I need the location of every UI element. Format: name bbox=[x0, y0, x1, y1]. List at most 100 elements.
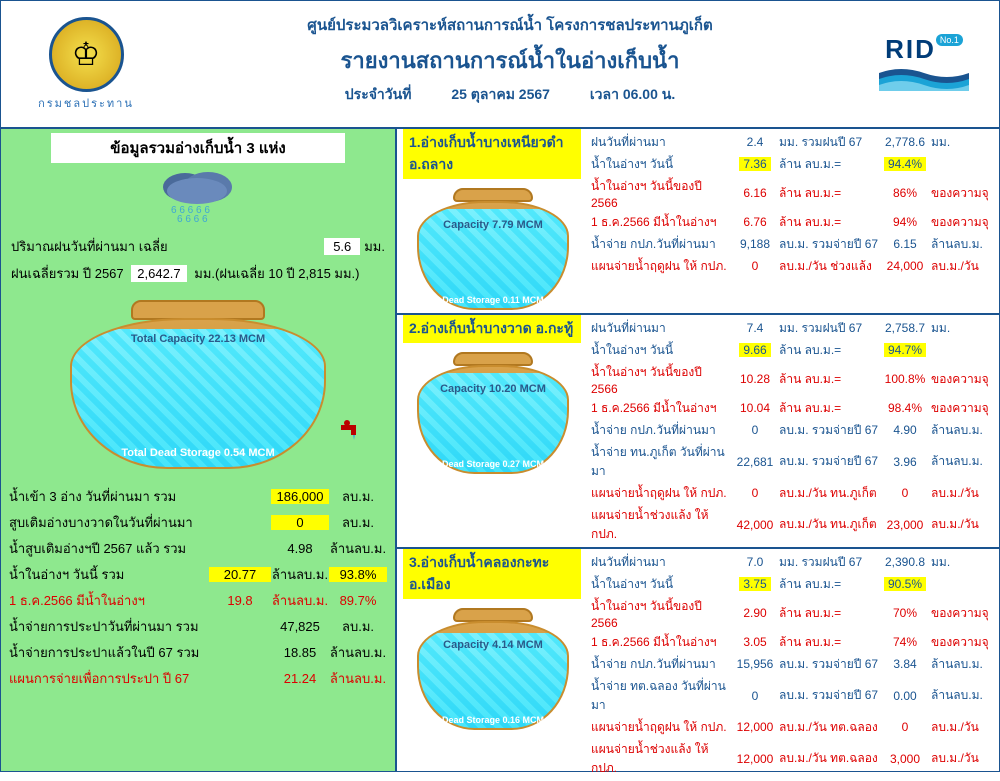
reservoirs-panel: 1.อ่างเก็บน้ำบางเหนียวดำ อ.ถลาง Capacity… bbox=[397, 129, 999, 771]
summary-row: 1 ธ.ค.2566 มีน้ำในอ่างฯ19.8ล้านลบ.ม.89.7… bbox=[9, 587, 387, 613]
row-unit: ล้านลบ.ม. bbox=[931, 686, 995, 705]
reservoir-3: 3.อ่างเก็บน้ำคลองกะทะ อ.เมือง Capacity 4… bbox=[397, 549, 999, 781]
row-v2: 2,758.7 bbox=[879, 321, 931, 335]
row-label: น้ำในอ่างฯ วันนี้ bbox=[591, 155, 731, 174]
row-v1: 9.66 bbox=[731, 343, 779, 357]
row-label: น้ำในอ่างฯ วันนี้ bbox=[591, 575, 731, 594]
rain-year-row: ฝนเฉลี่ยรวม ปี 2567 2,642.7 มม.(ฝนเฉลี่ย… bbox=[1, 260, 395, 287]
row-v2: 3.84 bbox=[879, 657, 931, 671]
row-unit: ของความจุ bbox=[931, 184, 995, 203]
summary-row: แผนการจ่ายเพื่อการประปา ปี 6721.24ล้านลบ… bbox=[9, 665, 387, 691]
reservoir-jar: Capacity 10.20 MCM Dead Storage 0.27 MCM bbox=[403, 347, 583, 477]
row-unit: ของความจุ bbox=[931, 604, 995, 623]
rain-year-label: ฝนเฉลี่ยรวม ปี 2567 bbox=[11, 263, 124, 284]
header: ♔ กรมชลประทาน ศูนย์ประมวลวิเคราะห์สถานกา… bbox=[1, 1, 999, 129]
row-mid: ล้าน ลบ.ม.= bbox=[779, 184, 879, 203]
row-label: แผนจ่ายน้ำฤดูฝน ให้ กปภ. bbox=[591, 484, 731, 503]
row-unit: ล้านลบ.ม. bbox=[931, 235, 995, 254]
row-label: 1 ธ.ค.2566 มีน้ำในอ่างฯ bbox=[591, 213, 731, 232]
row-unit: มม. bbox=[931, 319, 995, 338]
rain-avg-unit: มม. bbox=[364, 236, 385, 257]
row-v2: 94% bbox=[879, 215, 931, 229]
total-jar-water bbox=[72, 329, 324, 467]
summary-table: น้ำเข้า 3 อ่าง วันที่ผ่านมา รวม186,000ลบ… bbox=[1, 479, 395, 695]
data-row: น้ำในอ่างฯ วันนี้ของปี 2566 6.16 ล้าน ลบ… bbox=[591, 175, 995, 211]
summary-label: 1 ธ.ค.2566 มีน้ำในอ่างฯ bbox=[9, 590, 209, 611]
row-unit: ลบ.ม./วัน bbox=[931, 484, 995, 503]
rain-year-value: 2,642.7 bbox=[131, 265, 186, 282]
summary-row: น้ำจ่ายการประปาแล้วในปี 67 รวม18.85ล้านล… bbox=[9, 639, 387, 665]
row-label: แผนจ่ายน้ำฤดูฝน ให้ กปภ. bbox=[591, 718, 731, 737]
summary-v2: ล้านลบ.ม. bbox=[271, 590, 329, 611]
row-v2: 3.96 bbox=[879, 455, 931, 469]
row-unit: ล้านลบ.ม. bbox=[931, 421, 995, 440]
summary-unit: ลบ.ม. bbox=[329, 512, 387, 533]
row-v2: 2,390.8 bbox=[879, 555, 931, 569]
row-mid: ลบ.ม./วัน ทต.ฉลอง bbox=[779, 749, 879, 768]
row-mid: ลบ.ม. รวมจ่ายปี 67 bbox=[779, 235, 879, 254]
row-label: น้ำในอ่างฯ วันนี้ของปี 2566 bbox=[591, 177, 731, 210]
row-v1: 42,000 bbox=[731, 518, 779, 532]
row-mid: ล้าน ลบ.ม.= bbox=[779, 633, 879, 652]
row-mid: ลบ.ม. รวมจ่ายปี 67 bbox=[779, 686, 879, 705]
summary-unit: 89.7% bbox=[329, 593, 387, 608]
row-v1: 10.04 bbox=[731, 401, 779, 415]
summary-unit: ล้านลบ.ม. bbox=[329, 538, 387, 559]
row-unit: ของความจุ bbox=[931, 399, 995, 418]
summary-title: ข้อมูลรวมอ่างเก็บน้ำ 3 แห่ง bbox=[51, 133, 345, 163]
row-v2: 6.15 bbox=[879, 237, 931, 251]
row-mid: ล้าน ลบ.ม.= bbox=[779, 575, 879, 594]
summary-v2: 47,825 bbox=[271, 619, 329, 634]
row-mid: มม. รวมฝนปี 67 bbox=[779, 553, 879, 572]
summary-label: น้ำจ่ายการประปาวันที่ผ่านมา รวม bbox=[9, 616, 209, 637]
row-v2: 94.4% bbox=[879, 157, 931, 171]
rain-avg-value: 5.6 bbox=[324, 238, 360, 255]
row-v2: 86% bbox=[879, 186, 931, 200]
row-mid: ลบ.ม. รวมจ่ายปี 67 bbox=[779, 655, 879, 674]
rid-logo: RIDNo.1 bbox=[849, 1, 999, 127]
rain-avg-row: ปริมาณฝนวันที่ผ่านมา เฉลี่ย 5.6 มม. bbox=[1, 233, 395, 260]
summary-label: น้ำจ่ายการประปาแล้วในปี 67 รวม bbox=[9, 642, 209, 663]
summary-row: น้ำสูบเติมอ่างฯปี 2567 แล้ว รวม4.98ล้านล… bbox=[9, 535, 387, 561]
row-label: แผนจ่ายน้ำช่วงแล้ง ให้ กปภ. bbox=[591, 506, 731, 544]
waves-icon bbox=[879, 65, 969, 91]
row-v2: 74% bbox=[879, 635, 931, 649]
row-mid: ล้าน ลบ.ม.= bbox=[779, 399, 879, 418]
row-v2: 98.4% bbox=[879, 401, 931, 415]
data-row: น้ำจ่าย กปภ.วันที่ผ่านมา 0 ลบ.ม. รวมจ่าย… bbox=[591, 419, 995, 441]
data-row: น้ำจ่าย กปภ.วันที่ผ่านมา 9,188 ลบ.ม. รวม… bbox=[591, 233, 995, 255]
date-label: ประจำวันที่ bbox=[345, 84, 412, 106]
row-v1: 0 bbox=[731, 689, 779, 703]
data-row: แผนจ่ายน้ำช่วงแล้ง ให้ กปภ. 42,000 ลบ.ม.… bbox=[591, 504, 995, 545]
svg-text:6 6 6 6: 6 6 6 6 bbox=[177, 214, 208, 224]
data-row: แผนจ่ายน้ำช่วงแล้ง ให้ กปภ. 12,000 ลบ.ม.… bbox=[591, 738, 995, 779]
row-label: น้ำจ่าย กปภ.วันที่ผ่านมา bbox=[591, 655, 731, 674]
row-v2: 2,778.6 bbox=[879, 135, 931, 149]
row-mid: ลบ.ม./วัน ทต.ฉลอง bbox=[779, 718, 879, 737]
data-row: น้ำในอ่างฯ วันนี้ของปี 2566 10.28 ล้าน ล… bbox=[591, 361, 995, 397]
summary-label: สูบเติมอ่างบางวาดในวันที่ผ่านมา bbox=[9, 512, 209, 533]
summary-unit: ลบ.ม. bbox=[329, 486, 387, 507]
row-label: 1 ธ.ค.2566 มีน้ำในอ่างฯ bbox=[591, 399, 731, 418]
summary-v1: 20.77 bbox=[209, 567, 271, 582]
row-unit: ลบ.ม./วัน bbox=[931, 718, 995, 737]
row-mid: ลบ.ม./วัน ช่วงแล้ง bbox=[779, 257, 879, 276]
reservoir-2: 2.อ่างเก็บน้ำบางวาด อ.กะทู้ Capacity 10.… bbox=[397, 315, 999, 549]
summary-v2: ล้านลบ.ม. bbox=[271, 564, 329, 585]
summary-v2: 18.85 bbox=[271, 645, 329, 660]
row-label: น้ำในอ่างฯ วันนี้ bbox=[591, 341, 731, 360]
row-mid: ล้าน ลบ.ม.= bbox=[779, 155, 879, 174]
row-mid: ลบ.ม./วัน ทน.ภูเก็ต bbox=[779, 515, 879, 534]
row-v1: 7.36 bbox=[731, 157, 779, 171]
row-label: ฝนวันที่ผ่านมา bbox=[591, 133, 731, 152]
data-row: 1 ธ.ค.2566 มีน้ำในอ่างฯ 6.76 ล้าน ลบ.ม.=… bbox=[591, 211, 995, 233]
row-mid: ล้าน ลบ.ม.= bbox=[779, 604, 879, 623]
row-v2: 24,000 bbox=[879, 259, 931, 273]
summary-v1: 19.8 bbox=[209, 593, 271, 608]
row-label: น้ำในอ่างฯ วันนี้ของปี 2566 bbox=[591, 363, 731, 396]
row-label: น้ำในอ่างฯ วันนี้ของปี 2566 bbox=[591, 597, 731, 630]
row-mid: มม. รวมฝนปี 67 bbox=[779, 133, 879, 152]
row-v2: 4.90 bbox=[879, 423, 931, 437]
data-row: แผนจ่ายน้ำฤดูฝน ให้ กปภ. 0 ลบ.ม./วัน ทน.… bbox=[591, 482, 995, 504]
row-v2: 0 bbox=[879, 486, 931, 500]
